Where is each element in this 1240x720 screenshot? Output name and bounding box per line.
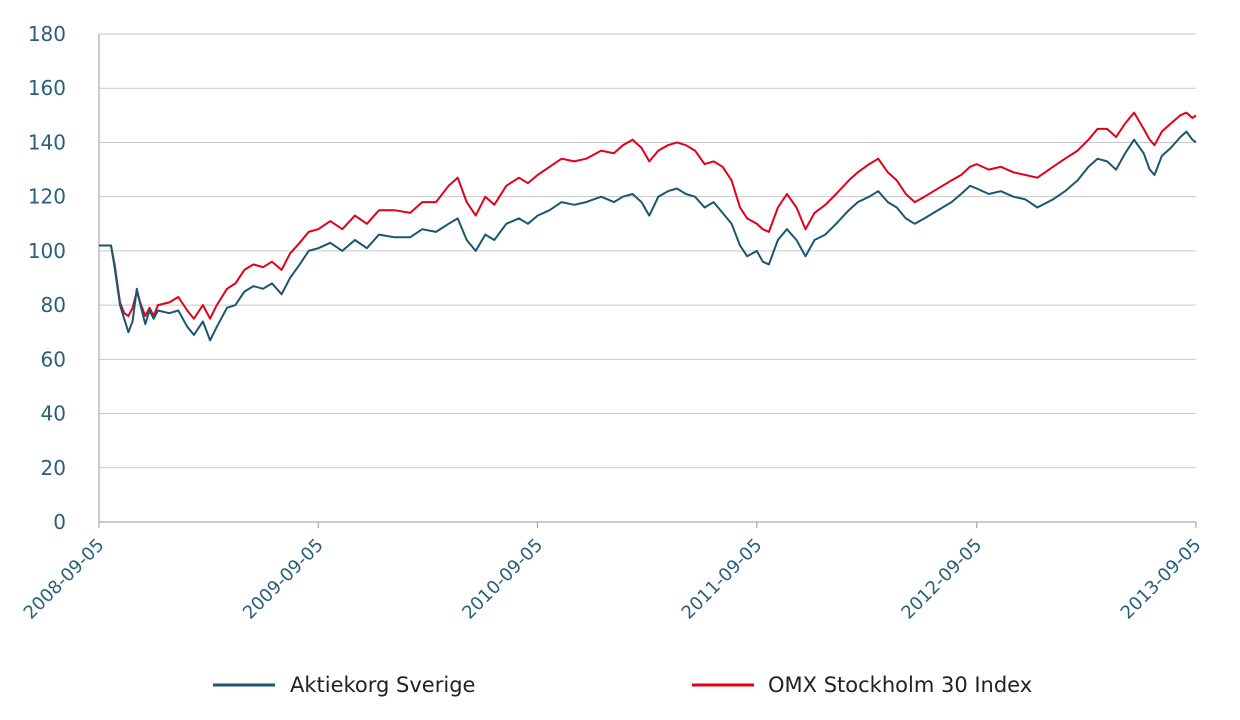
y-tick-label: 140	[28, 130, 66, 154]
y-tick-label: 40	[41, 402, 66, 426]
x-tick-label: 2010-09-05	[458, 535, 547, 624]
x-tick-label: 2008-09-05	[20, 535, 109, 624]
y-tick-label: 100	[28, 239, 66, 263]
x-tick-label: 2012-09-05	[897, 535, 986, 624]
series-lines	[99, 111, 1197, 342]
x-tick-label: 2009-09-05	[239, 535, 328, 624]
legend-label-omx-stockholm-30-index: OMX Stockholm 30 Index	[768, 673, 1032, 697]
x-tick-label: 2011-09-05	[678, 535, 767, 624]
y-tick-label: 60	[41, 347, 66, 371]
series-line-aktiekorg-sverige	[99, 130, 1197, 342]
y-tick-label: 120	[28, 185, 66, 209]
gridlines	[99, 33, 1196, 469]
x-axis: 2008-09-05 2009-09-05 2010-09-05 2011-09-05…	[20, 521, 1206, 624]
legend: Aktiekorg Sverige OMX Stockholm 30 Index	[213, 673, 1032, 697]
legend-label-aktiekorg-sverige: Aktiekorg Sverige	[290, 673, 475, 697]
x-tick-label: 2013-09-05	[1117, 535, 1206, 624]
y-tick-label: 20	[41, 456, 66, 480]
y-tick-label: 0	[53, 510, 66, 534]
y-axis: 0 20 40 60 80 100 120 140 160 180	[28, 22, 100, 534]
y-tick-label: 160	[28, 76, 66, 100]
series-line-omx-stockholm-30-index	[99, 111, 1197, 320]
y-tick-label: 180	[28, 22, 66, 46]
y-tick-label: 80	[41, 293, 66, 317]
